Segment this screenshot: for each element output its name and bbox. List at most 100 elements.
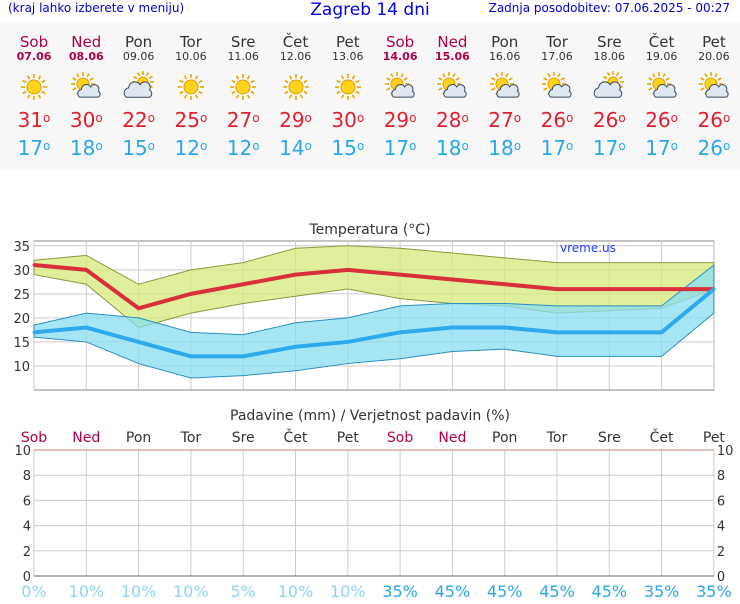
min-temperature-point [398,330,402,334]
day-column[interactable]: Tor 17.06 26o 17o [531,22,583,160]
min-temp-value: 17 [645,136,671,160]
day-date: 07.06 [16,50,52,63]
max-temperature: 26o [636,109,688,131]
degree-symbol: o [409,139,417,153]
last-update: Zadnja posodobitev: 07.06.2025 - 00:27 [488,1,730,15]
y-tick-label-left: 8 [23,469,31,484]
max-temperature: 30o [60,109,112,131]
day-column[interactable]: Pon 16.06 27o 18o [479,22,531,160]
min-temp-value: 17 [17,136,44,160]
min-temperature-point [607,330,611,334]
sun-icon [322,71,374,105]
min-temperature-point [294,345,297,349]
max-temperature: 31o [8,109,60,131]
min-temp-value: 17 [540,136,567,160]
degree-symbol: o [147,139,155,153]
day-column[interactable]: Ned 15.06 28o 18o [426,22,478,160]
day-column[interactable]: Pet 20.06 26o 26o [688,22,740,160]
min-temp-value: 15 [122,136,148,160]
day-name: Tor [546,33,568,51]
precipitation-day-label: Čet [650,428,674,446]
precipitation-probability: 0% [21,582,46,600]
y-tick-label-right: 10 [717,444,734,459]
max-temperature-point [660,287,664,291]
day-name: Sre [597,33,622,51]
degree-symbol: o [409,111,417,125]
max-temperature: 28o [426,109,478,131]
degree-symbol: o [356,139,365,153]
day-column[interactable]: Sre 11.06 27o 12o [217,22,269,160]
max-temp-value: 29 [279,108,305,132]
degree-symbol: o [304,111,312,125]
degree-symbol: o [566,139,574,153]
day-column[interactable]: Ned 08.06 30o 18o [60,22,112,160]
degree-symbol: o [670,111,678,125]
max-temp-value: 30 [69,108,96,132]
min-temperature-point [84,326,88,330]
header: (kraj lahko izberete v meniju) Zagreb 14… [0,0,740,22]
precipitation-probability: 45% [487,582,523,600]
min-temperature: 17o [583,137,635,159]
max-temp-value: 26 [540,108,567,132]
degree-symbol: o [461,139,469,153]
precipitation-probability: 5% [231,582,256,600]
min-temp-value: 17 [383,136,410,160]
degree-symbol: o [670,139,678,153]
y-tick-label: 15 [13,336,30,351]
min-temperature: 17o [8,137,60,159]
degree-symbol: o [618,111,626,125]
min-temperature-point [503,326,507,330]
precipitation-day-label: Pet [703,430,726,446]
location-hint[interactable]: (kraj lahko izberete v meniju) [8,1,185,15]
day-date: 19.06 [645,50,678,63]
precipitation-day-label: Čet [284,428,308,446]
day-column[interactable]: Čet 12.06 29o 14o [270,22,322,160]
max-temperature: 27o [479,109,531,131]
precipitation-day-label: Sre [232,430,255,446]
day-name: Pet [702,33,726,51]
y-tick-label-left: 10 [14,444,31,459]
precipitation-day-label: Tor [546,430,568,446]
max-temperature: 26o [583,109,635,131]
daily-forecast-strip: Sob 07.06 31o 17o Ned 08.06 30o 18o Pon 09.06 22o 1… [0,22,740,170]
degree-symbol: o [618,139,626,153]
max-temp-value: 26 [645,108,671,132]
min-temp-value: 18 [69,136,96,160]
min-temperature-point [660,330,664,334]
precipitation-probability: 10% [330,582,366,600]
max-temperature: 29o [270,109,322,131]
max-temp-value: 22 [122,108,148,132]
day-column[interactable]: Sob 07.06 31o 17o [8,22,60,160]
degree-symbol: o [199,111,208,125]
day-column[interactable]: Sre 18.06 26o 17o [583,22,635,160]
min-temperature: 15o [322,137,374,159]
day-column[interactable]: Tor 10.06 25o 12o [165,22,217,160]
sun-cloud-icon [531,71,583,105]
temperature-title: Temperatura (°C) [308,222,430,238]
sun-cloud-icon [426,71,478,105]
max-temp-value: 26 [592,108,619,132]
day-column[interactable]: Čet 19.06 26o 17o [636,22,688,160]
day-date: 20.06 [698,50,730,63]
max-temp-value: 27 [226,108,253,132]
min-temp-value: 12 [174,136,200,160]
day-name: Sre [230,33,256,51]
max-temperature-point [84,268,88,272]
day-column[interactable]: Sob 14.06 29o 17o [374,22,426,160]
day-column[interactable]: Pet 13.06 30o 15o [322,22,374,160]
degree-symbol: o [199,139,208,153]
min-temperature: 17o [636,137,688,159]
y-tick-label-left: 2 [23,545,31,560]
precipitation-day-label: Sob [21,430,47,446]
day-column[interactable]: Pon 09.06 22o 15o [113,22,165,160]
min-temperature-point [555,330,559,334]
precipitation-plot-frame [34,450,714,576]
max-temp-value: 25 [174,108,200,132]
day-date: 17.06 [541,50,573,63]
min-temperature: 18o [426,137,478,159]
degree-symbol: o [43,139,51,153]
degree-symbol: o [461,111,469,125]
y-tick-label-right: 0 [717,570,725,585]
day-date: 12.06 [279,50,312,63]
max-temperature-point [450,277,454,281]
